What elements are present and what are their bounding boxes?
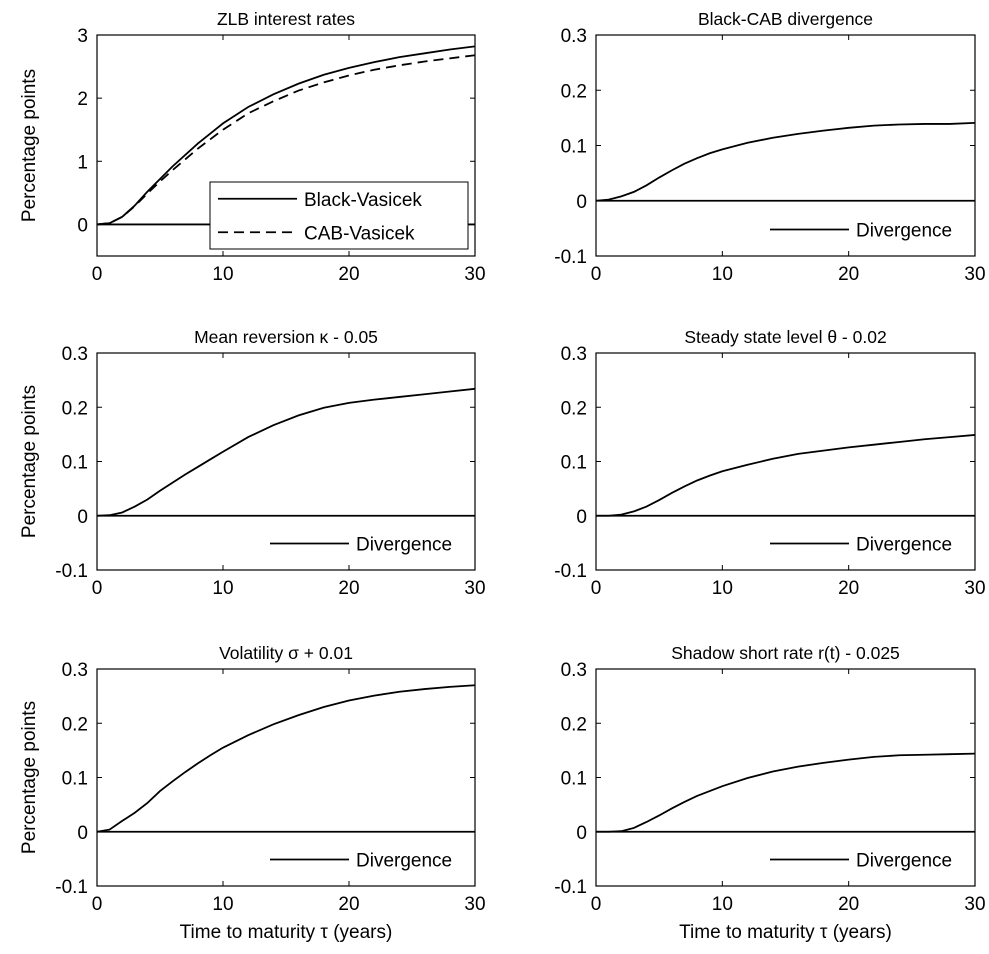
- x-tick-label: 0: [591, 894, 602, 915]
- y-tick-label: -0.1: [554, 247, 587, 268]
- series-line-divergence: [97, 387, 475, 517]
- y-tick-label: 0: [576, 507, 587, 528]
- x-tick-label: 30: [964, 578, 985, 599]
- chart-title: ZLB interest rates: [217, 9, 355, 29]
- series-line-divergence: [596, 434, 975, 517]
- x-tick-label: 10: [712, 894, 733, 915]
- y-tick-label: 0.3: [561, 660, 587, 681]
- y-tick-label: 0.1: [62, 769, 88, 790]
- y-axis-label: Percentage points: [19, 701, 40, 854]
- x-tick-label: 20: [338, 578, 359, 599]
- chart-title: Shadow short rate r(t) - 0.025: [671, 643, 900, 663]
- y-tick-label: 0.3: [62, 344, 88, 365]
- chart-title: Volatility σ + 0.01: [219, 643, 353, 663]
- y-tick-label: 0.2: [62, 398, 88, 419]
- legend-label-divergence: Divergence: [856, 221, 952, 242]
- x-axis-label: Time to maturity τ (years): [679, 922, 892, 943]
- x-tick-label: 20: [838, 264, 859, 285]
- legend-box: [209, 181, 469, 250]
- legend-label-black-vasicek: Black-Vasicek: [304, 190, 422, 211]
- x-tick-label: 10: [712, 578, 733, 599]
- y-tick-label: 2: [77, 89, 88, 110]
- legend-label-divergence: Divergence: [856, 851, 952, 872]
- y-tick-label: 3: [77, 26, 88, 47]
- y-axis-label: Percentage points: [19, 385, 40, 538]
- x-tick-label: 30: [964, 894, 985, 915]
- y-tick-label: 0: [77, 215, 88, 236]
- y-tick-label: 0.2: [561, 81, 587, 102]
- y-tick-label: 0: [576, 192, 587, 213]
- x-tick-label: 10: [712, 264, 733, 285]
- x-tick-label: 0: [591, 578, 602, 599]
- y-tick-label: 0: [77, 823, 88, 844]
- y-tick-label: -0.1: [55, 877, 88, 898]
- x-tick-label: 0: [591, 264, 602, 285]
- legend-label-divergence: Divergence: [356, 851, 452, 872]
- y-tick-label: 0.1: [62, 453, 88, 474]
- axes-frame: [96, 34, 476, 257]
- y-tick-label: 0: [77, 507, 88, 528]
- y-tick-label: -0.1: [55, 561, 88, 582]
- series-line-divergence: [596, 121, 975, 202]
- x-tick-label: 0: [92, 578, 103, 599]
- series-line-divergence: [596, 752, 975, 833]
- y-axis-label: Percentage points: [19, 69, 40, 222]
- legend-label-divergence: Divergence: [356, 535, 452, 556]
- chart-title: Black-CAB divergence: [698, 9, 873, 29]
- y-tick-label: 0.1: [561, 137, 587, 158]
- y-tick-label: 0: [576, 823, 587, 844]
- legend-label-cab-vasicek: CAB-Vasicek: [304, 223, 415, 244]
- x-tick-label: 30: [964, 264, 985, 285]
- x-tick-label: 0: [92, 264, 103, 285]
- y-tick-label: 0.3: [62, 660, 88, 681]
- y-tick-label: 0.2: [561, 398, 587, 419]
- chart-title: Mean reversion κ - 0.05: [194, 327, 378, 347]
- chart-panel-1: 0 10 20 30 0 1 2 3 ZLB interest rates Percentage …: [19, 9, 486, 285]
- y-tick-label: 0.1: [561, 453, 587, 474]
- x-tick-label: 20: [338, 264, 359, 285]
- x-tick-label: 10: [212, 894, 233, 915]
- x-tick-label: 20: [838, 894, 859, 915]
- x-tick-label: 30: [464, 578, 485, 599]
- x-tick-label: 20: [838, 578, 859, 599]
- series-line-black-vasicek: [97, 45, 475, 226]
- x-tick-label: 30: [464, 894, 485, 915]
- x-tick-label: 10: [212, 264, 233, 285]
- y-tick-label: 0.3: [561, 26, 587, 47]
- y-tick-label: 0.2: [62, 714, 88, 735]
- x-axis-label: Time to maturity τ (years): [180, 922, 393, 943]
- x-tick-label: 0: [92, 894, 103, 915]
- x-tick-label: 20: [338, 894, 359, 915]
- y-tick-label: -0.1: [554, 561, 587, 582]
- x-tick-label: 30: [464, 264, 485, 285]
- y-tick-label: 0.3: [561, 344, 587, 365]
- y-tick-label: 1: [77, 152, 88, 173]
- x-tick-label: 10: [212, 578, 233, 599]
- legend-label-divergence: Divergence: [856, 535, 952, 556]
- series-line-divergence: [97, 684, 475, 833]
- chart-title: Steady state level θ - 0.02: [684, 327, 886, 347]
- y-tick-label: -0.1: [554, 877, 587, 898]
- y-tick-label: 0.1: [561, 769, 587, 790]
- y-tick-label: 0.2: [561, 714, 587, 735]
